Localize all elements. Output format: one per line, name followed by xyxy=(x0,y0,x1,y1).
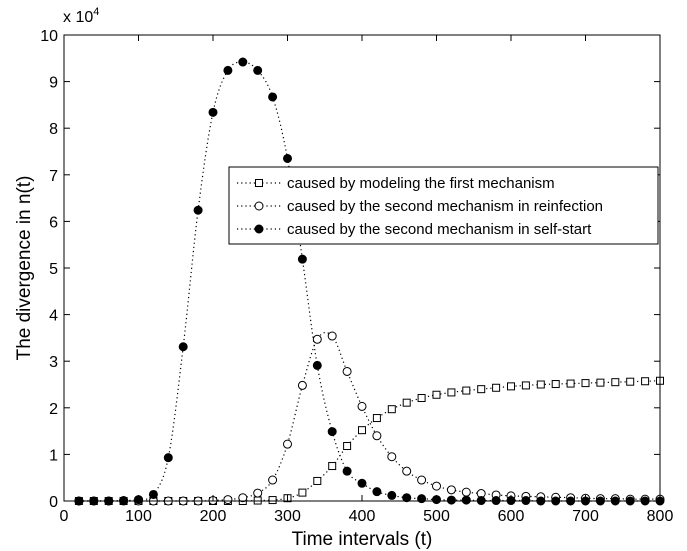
data-point xyxy=(566,379,575,388)
data-point xyxy=(477,385,486,394)
y-tick-label: 0 xyxy=(49,494,58,511)
data-point xyxy=(253,65,263,75)
data-point xyxy=(372,414,381,423)
data-point xyxy=(193,205,203,215)
data-point xyxy=(253,488,263,498)
data-point xyxy=(581,379,590,388)
y-tick-label: 4 xyxy=(49,308,58,325)
data-point xyxy=(387,490,397,500)
y-tick-label: 10 xyxy=(40,28,58,45)
data-point xyxy=(446,495,456,505)
data-point xyxy=(343,442,352,451)
plot-background xyxy=(64,35,660,501)
legend-label: caused by modeling the first mechanism xyxy=(287,175,555,192)
data-point xyxy=(327,427,337,437)
data-point xyxy=(432,390,441,399)
legend-marker xyxy=(254,224,264,234)
data-point xyxy=(402,493,412,503)
x-axis-label: Time intervals (t) xyxy=(292,529,433,550)
y-axis-label: The divergence in n(t) xyxy=(14,176,35,361)
y-tick-label: 5 xyxy=(49,261,58,278)
data-point xyxy=(208,107,218,117)
data-point xyxy=(432,481,441,491)
data-point xyxy=(312,360,322,370)
data-point xyxy=(327,331,337,341)
legend: caused by modeling the first mechanism ca… xyxy=(228,166,659,245)
data-point xyxy=(148,489,158,499)
data-point xyxy=(313,476,322,485)
data-point xyxy=(461,487,471,497)
x-tick-label: 0 xyxy=(60,508,69,525)
y-multiplier: x 104 xyxy=(63,6,99,26)
x-tick-label: 600 xyxy=(498,508,525,525)
x-tick-label: 500 xyxy=(423,508,450,525)
data-point xyxy=(223,495,233,505)
data-point xyxy=(417,475,427,485)
x-tick-label: 100 xyxy=(125,508,152,525)
data-point xyxy=(238,57,248,67)
data-point xyxy=(402,398,411,407)
data-point xyxy=(238,493,248,503)
data-point xyxy=(358,426,366,435)
data-point xyxy=(536,380,545,389)
y-tick-label: 3 xyxy=(49,354,58,371)
data-point xyxy=(297,380,307,390)
y-tick-label: 1 xyxy=(49,447,58,464)
data-point xyxy=(268,475,278,485)
y-axis: 0 1 2 3 4 5 6 7 8 9 10 xyxy=(40,28,660,511)
data-point xyxy=(387,405,396,414)
data-point xyxy=(387,452,397,462)
x-tick-label: 300 xyxy=(274,508,301,525)
data-point xyxy=(417,394,426,403)
data-point xyxy=(163,453,173,463)
legend-marker xyxy=(254,201,264,211)
data-point xyxy=(178,342,188,352)
y-tick-label: 9 xyxy=(49,75,58,92)
data-point xyxy=(446,485,456,495)
x-tick-label: 800 xyxy=(647,508,674,525)
legend-box xyxy=(228,166,659,245)
legend-label: caused by the second mechanism in self-s… xyxy=(287,221,592,238)
data-point xyxy=(507,382,515,391)
data-point xyxy=(551,380,560,389)
data-point xyxy=(402,466,412,476)
data-point xyxy=(283,439,292,449)
legend-label: caused by the second mechanism in reinfe… xyxy=(287,198,603,215)
x-axis: 0 100 200 300 400 500 600 700 800 xyxy=(60,35,674,525)
data-point xyxy=(297,254,307,264)
data-point xyxy=(357,401,367,411)
data-point xyxy=(372,487,382,497)
x-tick-label: 200 xyxy=(200,508,227,525)
y-tick-label: 8 xyxy=(49,121,58,138)
data-point xyxy=(626,377,635,386)
data-point xyxy=(268,92,278,102)
data-point xyxy=(328,462,337,471)
y-tick-label: 6 xyxy=(49,214,58,231)
data-point xyxy=(298,488,307,497)
data-point xyxy=(521,381,530,390)
data-point xyxy=(268,496,277,505)
data-point xyxy=(342,466,352,476)
data-point xyxy=(283,153,292,163)
data-point xyxy=(462,386,471,395)
data-point xyxy=(611,378,620,387)
x-tick-label: 700 xyxy=(572,508,599,525)
y-tick-label: 7 xyxy=(49,168,58,185)
x-tick-label: 400 xyxy=(349,508,376,525)
data-point xyxy=(357,478,367,488)
data-point xyxy=(342,366,352,376)
data-point xyxy=(447,388,456,397)
data-point xyxy=(641,377,650,386)
y-tick-label: 2 xyxy=(49,401,58,418)
data-point xyxy=(223,65,233,75)
data-point xyxy=(461,495,471,505)
legend-marker xyxy=(255,179,263,187)
data-point xyxy=(492,383,501,392)
data-point xyxy=(312,334,322,344)
data-point xyxy=(372,431,382,441)
data-point xyxy=(596,378,605,387)
